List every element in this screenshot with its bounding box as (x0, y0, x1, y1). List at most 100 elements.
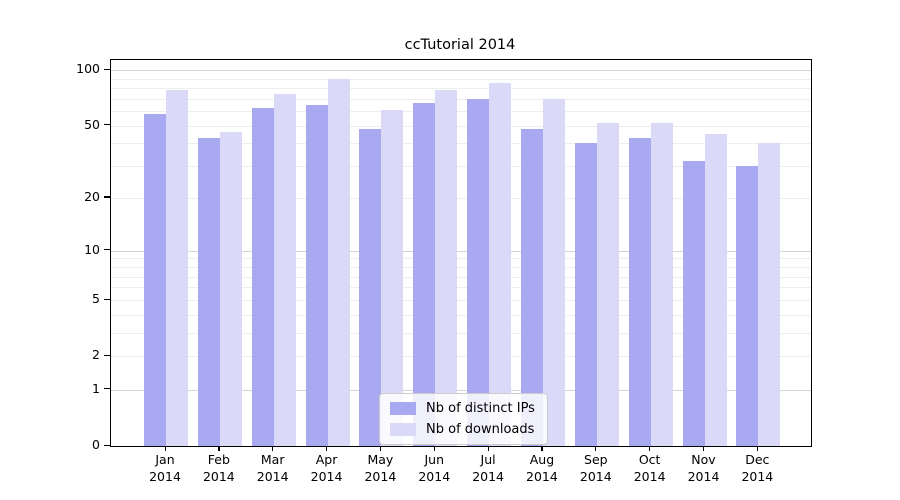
x-tick-month: Oct (638, 452, 661, 467)
x-tick-year: 2014 (741, 468, 774, 484)
x-tick-month: Sep (584, 452, 608, 467)
legend: Nb of distinct IPs Nb of downloads (379, 393, 548, 445)
minor-gridline (111, 266, 811, 268)
x-tick-mark (164, 446, 166, 451)
chart-title: ccTutorial 2014 (404, 37, 516, 53)
minor-gridline (111, 287, 811, 289)
bar-distinct-ips-jan (144, 113, 166, 446)
bar-downloads-sep (596, 122, 619, 446)
bar-distinct-ips-aug (520, 128, 543, 446)
bar-distinct-ips-may (359, 128, 382, 446)
minor-gridline (111, 333, 811, 335)
major-gridline (111, 250, 811, 252)
bar-distinct-ips-nov (682, 161, 705, 446)
legend-label: Nb of distinct IPs (426, 401, 535, 416)
x-axis-tick-label: Sep 2014 (566, 452, 626, 485)
x-tick-month: May (367, 452, 394, 467)
bar-downloads-jul (489, 83, 512, 446)
minor-gridline (111, 125, 811, 127)
bar-downloads-oct (650, 122, 673, 446)
bar-downloads-mar (273, 94, 296, 446)
y-axis-tick-label: 5 (92, 291, 100, 307)
x-tick-month: Dec (745, 452, 770, 467)
y-tick-mark (104, 249, 110, 251)
bar-downloads-jan (166, 90, 188, 446)
minor-gridline (111, 78, 811, 80)
bar-distinct-ips-sep (574, 143, 597, 446)
legend-item-downloads: Nb of downloads (390, 422, 535, 437)
x-tick-month: Jan (155, 452, 175, 467)
minor-gridline (111, 87, 811, 89)
x-tick-month: Jul (480, 452, 496, 467)
x-tick-year: 2014 (364, 468, 397, 484)
x-tick-year: 2014 (202, 468, 235, 484)
bar-distinct-ips-feb (197, 137, 220, 446)
x-tick-mark (541, 446, 543, 451)
x-tick-mark (218, 446, 220, 451)
x-tick-month: Aug (529, 452, 555, 467)
bar-distinct-ips-jun (413, 103, 436, 446)
y-tick-mark (104, 388, 110, 390)
minor-gridline (111, 166, 811, 168)
y-tick-mark (104, 444, 110, 446)
x-tick-year: 2014 (579, 468, 612, 484)
y-tick-mark (104, 298, 110, 300)
legend-swatch-icon (390, 423, 416, 436)
x-axis-tick-label: Mar 2014 (243, 452, 303, 485)
x-axis-tick-label: Oct 2014 (620, 452, 680, 485)
minor-gridline (111, 356, 811, 358)
x-tick-year: 2014 (418, 468, 451, 484)
x-axis-tick-label: Nov 2014 (674, 452, 734, 485)
bar-distinct-ips-apr (305, 104, 328, 446)
minor-gridline (111, 197, 811, 199)
x-tick-year: 2014 (633, 468, 666, 484)
x-tick-mark (703, 446, 705, 451)
bar-downloads-apr (327, 78, 350, 446)
minor-gridline (111, 111, 811, 113)
x-tick-year: 2014 (472, 468, 504, 484)
x-tick-month: Apr (315, 452, 338, 467)
bar-downloads-nov (704, 134, 727, 446)
x-tick-month: Mar (260, 452, 285, 467)
minor-gridline (111, 300, 811, 302)
y-axis-tick-label: 50 (84, 116, 100, 132)
x-tick-mark (487, 446, 489, 451)
x-tick-mark (649, 446, 651, 451)
x-tick-year: 2014 (310, 468, 343, 484)
x-tick-mark (326, 446, 328, 451)
x-axis-tick-label: Jun 2014 (404, 452, 464, 485)
minor-gridline (111, 143, 811, 145)
y-axis-tick-label: 20 (84, 188, 100, 204)
bar-downloads-feb (219, 132, 242, 446)
legend-swatch-icon (390, 402, 416, 415)
y-axis-tick-label: 0 (92, 437, 100, 452)
minor-gridline (111, 314, 811, 316)
major-gridline (111, 70, 811, 71)
y-axis-tick-label: 1 (92, 380, 100, 396)
plot-area: Nb of distinct IPs Nb of downloads (110, 59, 812, 447)
minor-gridline (111, 98, 811, 100)
legend-label: Nb of downloads (426, 422, 535, 437)
x-tick-mark (595, 446, 597, 451)
bar-distinct-ips-oct (628, 137, 651, 446)
x-axis-tick-label: Jan 2014 (135, 452, 195, 485)
x-tick-year: 2014 (687, 468, 720, 484)
minor-gridline (111, 258, 811, 260)
y-axis-tick-label: 100 (76, 61, 100, 76)
x-tick-year: 2014 (256, 468, 289, 484)
x-tick-mark (272, 446, 274, 451)
x-axis-tick-label: Aug 2014 (512, 452, 572, 485)
y-tick-mark (104, 68, 110, 70)
x-tick-mark (379, 446, 382, 451)
bar-downloads-dec (758, 143, 781, 446)
bar-downloads-jun (435, 90, 458, 446)
bar-distinct-ips-jul (467, 98, 490, 446)
x-axis-tick-label: Jul 2014 (458, 452, 518, 485)
x-axis-tick-label: Apr 2014 (297, 452, 357, 485)
y-axis-tick-label: 2 (92, 347, 100, 363)
x-tick-month: Feb (207, 452, 230, 467)
bar-distinct-ips-dec (736, 166, 759, 446)
legend-item-distinct-ips: Nb of distinct IPs (390, 401, 535, 416)
bar-downloads-aug (542, 98, 565, 446)
